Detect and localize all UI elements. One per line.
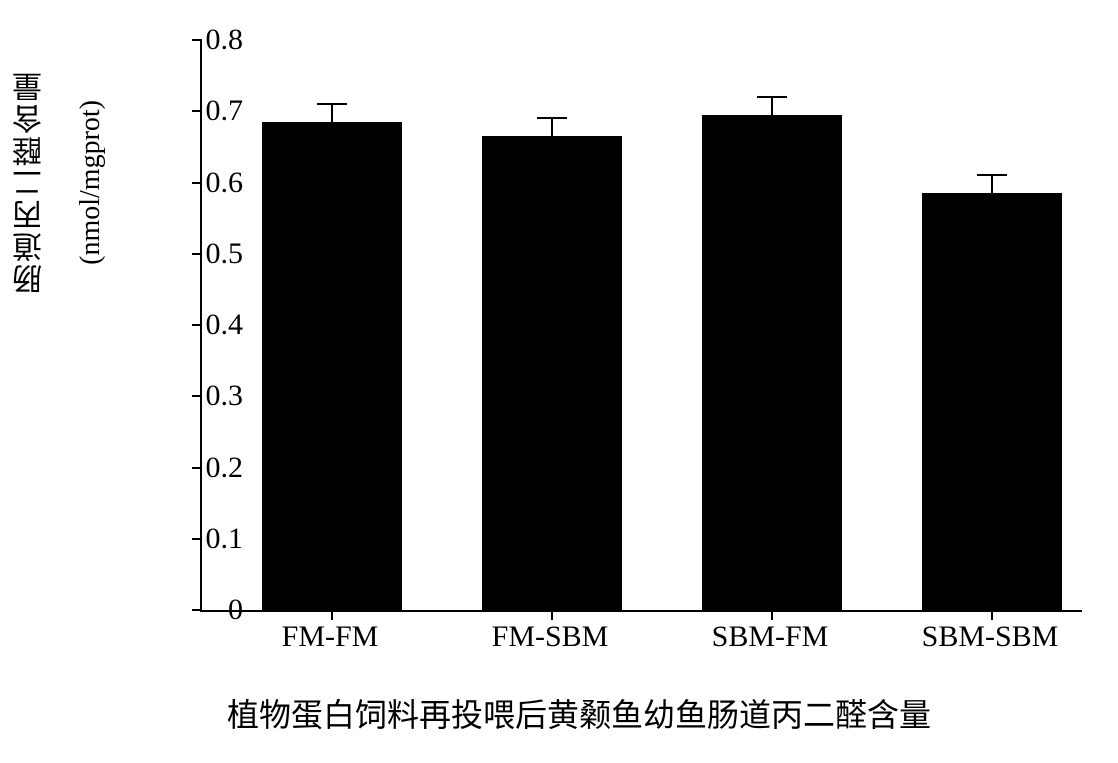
y-tick-label: 0 <box>228 593 243 627</box>
error-bar-cap <box>317 103 347 105</box>
y-tick <box>192 253 202 255</box>
plot-area <box>200 40 1082 612</box>
bar <box>482 136 622 610</box>
chart-caption: 植物蛋白饲料再投喂后黄颡鱼幼鱼肠道丙二醛含量 <box>20 690 1118 736</box>
x-tick-label: FM-SBM <box>492 620 609 654</box>
y-tick <box>192 609 202 611</box>
chart-container: 肠道丙二醛含量 (nmol/mgprot) 植物蛋白饲料再投喂后黄颡鱼幼鱼肠道丙… <box>20 20 1118 743</box>
y-tick <box>192 395 202 397</box>
y-tick <box>192 39 202 41</box>
y-tick-label: 0.2 <box>206 451 244 485</box>
error-bar-stem <box>771 97 773 115</box>
y-tick <box>192 324 202 326</box>
error-bar-stem <box>991 175 993 193</box>
x-tick-label: SBM-FM <box>712 620 829 654</box>
x-tick <box>551 610 553 620</box>
y-tick-label: 0.8 <box>206 23 244 57</box>
bar <box>702 115 842 610</box>
y-tick-label: 0.6 <box>206 166 244 200</box>
y-tick <box>192 538 202 540</box>
x-tick <box>771 610 773 620</box>
error-bar-stem <box>331 104 333 122</box>
error-bar-stem <box>551 118 553 136</box>
bar <box>922 193 1062 610</box>
y-tick <box>192 467 202 469</box>
y-tick <box>192 110 202 112</box>
y-tick-label: 0.7 <box>206 94 244 128</box>
error-bar-cap <box>537 117 567 119</box>
x-tick-label: SBM-SBM <box>922 620 1059 654</box>
y-tick-label: 0.1 <box>206 522 244 556</box>
y-tick-label: 0.3 <box>206 379 244 413</box>
error-bar-cap <box>757 96 787 98</box>
y-tick-label: 0.4 <box>206 308 244 342</box>
x-tick-label: FM-FM <box>282 620 379 654</box>
error-bar-cap <box>977 174 1007 176</box>
y-tick <box>192 182 202 184</box>
y-tick-label: 0.5 <box>206 237 244 271</box>
x-tick <box>331 610 333 620</box>
bar <box>262 122 402 610</box>
x-tick <box>991 610 993 620</box>
y-axis-unit: (nmol/mgprot) <box>75 100 107 265</box>
